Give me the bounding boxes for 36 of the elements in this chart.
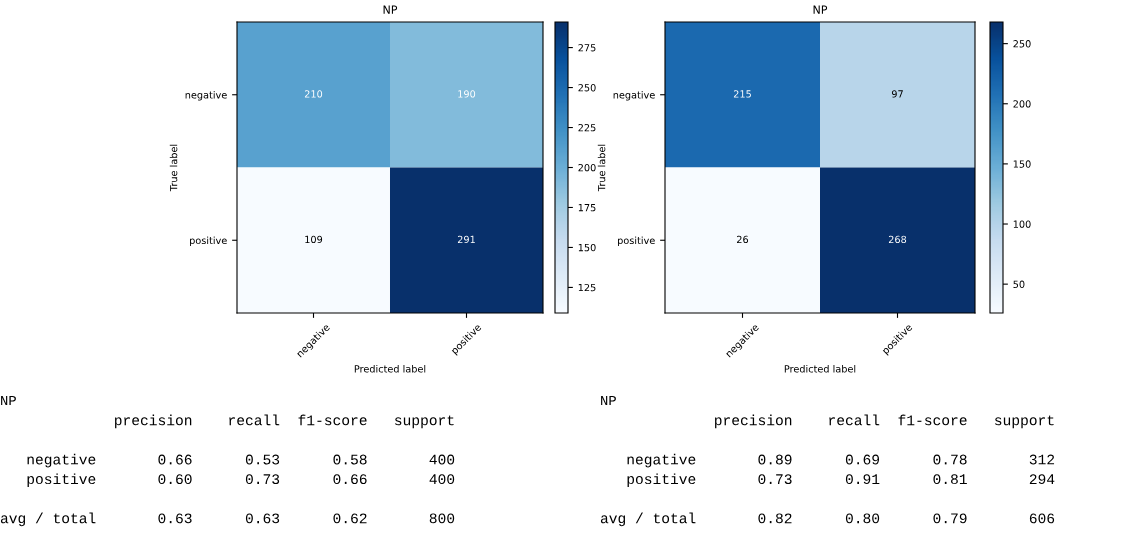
color-bar-label: 250 <box>578 84 596 92</box>
color-bar-label: 150 <box>578 243 596 252</box>
color-bar-label: 200 <box>578 163 596 172</box>
text: precision recall f1-score support <box>715 414 1054 429</box>
text: avg / total 0.82 0.80 0.79 606 <box>600 512 1055 527</box>
text: NP <box>1 395 16 406</box>
color-bar-label: 225 <box>578 124 596 132</box>
x-axis-title: Predicted label <box>784 365 856 373</box>
data-label: 26 <box>737 235 749 244</box>
color-bar-label: 150 <box>1013 160 1031 168</box>
chart-title: NP <box>813 5 828 14</box>
text: positive 0.73 0.91 0.81 294 <box>627 473 1055 487</box>
data-label: 215 <box>733 90 751 98</box>
color-bar-label: 275 <box>578 44 596 52</box>
x-axis-title: Predicted label <box>354 365 426 373</box>
data-label: 109 <box>305 235 323 244</box>
color-bar-label: 50 <box>1013 280 1025 288</box>
color-bar-label: 175 <box>578 204 596 212</box>
data-label: 190 <box>458 90 476 98</box>
chart-title: NP <box>383 5 398 14</box>
data-label: 268 <box>888 235 907 244</box>
text: negative 0.66 0.53 0.58 400 <box>27 453 455 468</box>
data-label: 97 <box>891 90 903 98</box>
color-bar-label: 100 <box>1013 220 1031 228</box>
color-bar-label: 250 <box>1013 40 1031 48</box>
y-axis-title: True label <box>597 144 606 192</box>
data-label: 210 <box>304 90 323 98</box>
text: negative 0.89 0.69 0.78 312 <box>627 453 1055 468</box>
text: precision recall f1-score support <box>115 414 454 429</box>
text: avg / total 0.63 0.63 0.62 800 <box>0 512 455 527</box>
color-bar-label: 125 <box>578 283 596 292</box>
data-label: 291 <box>457 235 475 244</box>
color-bar-label: 200 <box>1013 100 1031 108</box>
y-axis-title: True label <box>169 144 178 192</box>
text: NP <box>601 395 616 406</box>
text: positive 0.60 0.73 0.66 400 <box>27 473 455 487</box>
